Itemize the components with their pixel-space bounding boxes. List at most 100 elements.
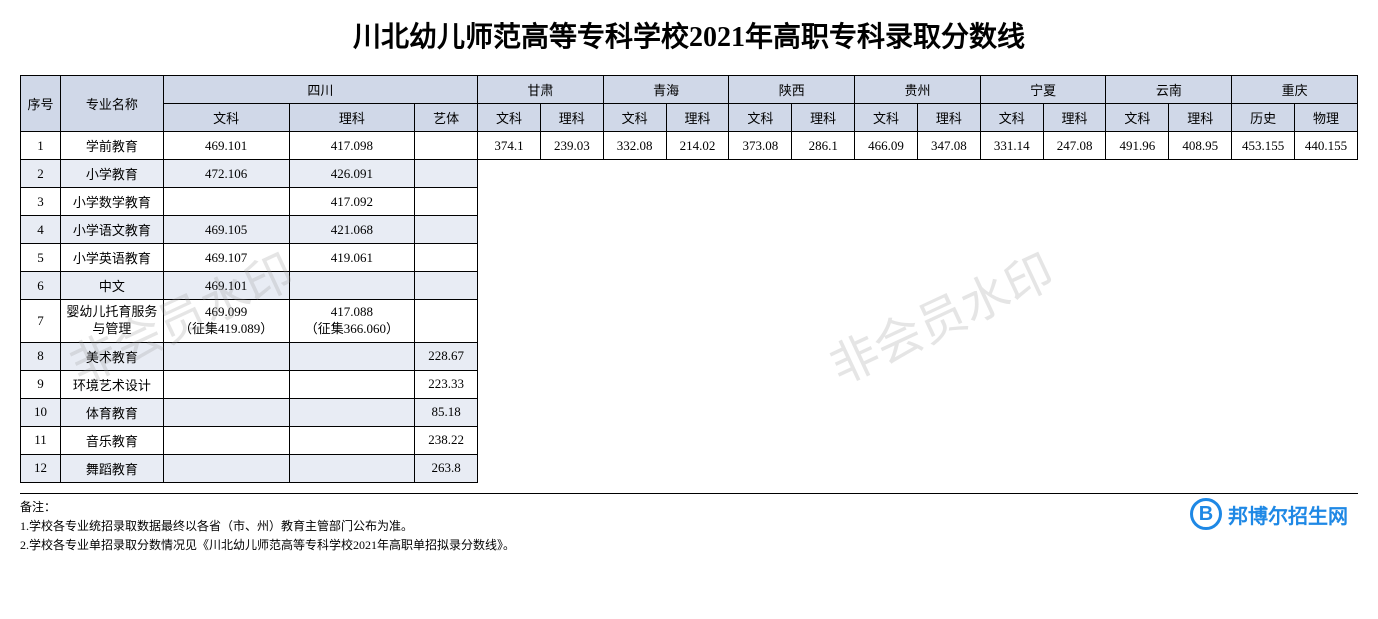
cell-value xyxy=(415,300,478,343)
subheader-cq-wuli: 物理 xyxy=(1295,104,1358,132)
cell-value: 374.1 xyxy=(478,132,541,160)
header-major: 专业名称 xyxy=(60,76,163,132)
cell-value: 440.155 xyxy=(1295,132,1358,160)
cell-value xyxy=(415,160,478,188)
cell-value: 417.088（征集366.060） xyxy=(289,300,415,343)
cell-value xyxy=(415,132,478,160)
cell-value xyxy=(289,342,415,370)
cell-value: 286.1 xyxy=(792,132,855,160)
header-ningxia: 宁夏 xyxy=(980,76,1106,104)
cell-major: 婴幼儿托育服务与管理 xyxy=(60,300,163,343)
cell-major: 中文 xyxy=(60,272,163,300)
subheader-qh-like: 理科 xyxy=(666,104,729,132)
cell-value: 469.105 xyxy=(163,216,289,244)
cell-value xyxy=(163,370,289,398)
cell-major: 学前教育 xyxy=(60,132,163,160)
cell-value xyxy=(415,188,478,216)
cell-seq: 11 xyxy=(21,426,61,454)
cell-major: 小学教育 xyxy=(60,160,163,188)
cell-value: 228.67 xyxy=(415,342,478,370)
cell-value: 426.091 xyxy=(289,160,415,188)
cell-value: 214.02 xyxy=(666,132,729,160)
notes-section: 备注： 1.学校各专业统招录取数据最终以各省（市、州）教育主管部门公布为准。 2… xyxy=(20,493,1358,556)
cell-value: 469.099（征集419.089） xyxy=(163,300,289,343)
cell-major: 小学数学教育 xyxy=(60,188,163,216)
subheader-sc-wenke: 文科 xyxy=(163,104,289,132)
subheader-nx-wenke: 文科 xyxy=(980,104,1043,132)
cell-value: 472.106 xyxy=(163,160,289,188)
subheader-gz-wenke: 文科 xyxy=(855,104,918,132)
cell-value xyxy=(415,244,478,272)
header-qinghai: 青海 xyxy=(603,76,729,104)
cell-value: 491.96 xyxy=(1106,132,1169,160)
cell-value xyxy=(289,398,415,426)
cell-value: 469.107 xyxy=(163,244,289,272)
table-row: 2 小学教育 472.106 426.091 xyxy=(21,160,1358,188)
cell-value: 247.08 xyxy=(1043,132,1106,160)
cell-value xyxy=(163,398,289,426)
subheader-sx-like: 理科 xyxy=(792,104,855,132)
cell-seq: 7 xyxy=(21,300,61,343)
header-shaanxi: 陕西 xyxy=(729,76,855,104)
cell-major: 小学语文教育 xyxy=(60,216,163,244)
cell-value: 238.22 xyxy=(415,426,478,454)
cell-value xyxy=(289,426,415,454)
cell-major: 小学英语教育 xyxy=(60,244,163,272)
cell-major: 环境艺术设计 xyxy=(60,370,163,398)
subheader-cq-lishi: 历史 xyxy=(1232,104,1295,132)
subheader-sx-wenke: 文科 xyxy=(729,104,792,132)
cell-value: 421.068 xyxy=(289,216,415,244)
table-row: 11 音乐教育 238.22 xyxy=(21,426,1358,454)
table-row: 5 小学英语教育 469.107 419.061 xyxy=(21,244,1358,272)
cell-value: 223.33 xyxy=(415,370,478,398)
table-row: 4 小学语文教育 469.105 421.068 xyxy=(21,216,1358,244)
header-chongqing: 重庆 xyxy=(1232,76,1358,104)
cell-value: 469.101 xyxy=(163,272,289,300)
table-row: 8 美术教育 228.67 xyxy=(21,342,1358,370)
cell-value: 239.03 xyxy=(540,132,603,160)
logo-text: 邦博尔招生网 xyxy=(1228,500,1348,529)
header-seq: 序号 xyxy=(21,76,61,132)
subheader-yn-wenke: 文科 xyxy=(1106,104,1169,132)
cell-seq: 3 xyxy=(21,188,61,216)
cell-value: 347.08 xyxy=(917,132,980,160)
table-row: 9 环境艺术设计 223.33 xyxy=(21,370,1358,398)
logo-icon: B xyxy=(1190,498,1222,530)
header-sichuan: 四川 xyxy=(163,76,477,104)
notes-label: 备注： xyxy=(20,498,1358,517)
cell-value: 332.08 xyxy=(603,132,666,160)
cell-value: 417.092 xyxy=(289,188,415,216)
table-row: 12 舞蹈教育 263.8 xyxy=(21,454,1358,482)
cell-seq: 1 xyxy=(21,132,61,160)
cell-seq: 2 xyxy=(21,160,61,188)
cell-value xyxy=(163,426,289,454)
cell-value xyxy=(289,272,415,300)
cell-seq: 10 xyxy=(21,398,61,426)
cell-value: 417.098 xyxy=(289,132,415,160)
subheader-nx-like: 理科 xyxy=(1043,104,1106,132)
cell-value xyxy=(289,454,415,482)
cell-value xyxy=(163,188,289,216)
subheader-sc-yiti: 艺体 xyxy=(415,104,478,132)
subheader-gs-wenke: 文科 xyxy=(478,104,541,132)
cell-value: 453.155 xyxy=(1232,132,1295,160)
cell-value xyxy=(415,216,478,244)
table-row: 6 中文 469.101 xyxy=(21,272,1358,300)
cell-seq: 12 xyxy=(21,454,61,482)
cell-value xyxy=(415,272,478,300)
table-row: 10 体育教育 85.18 xyxy=(21,398,1358,426)
cell-value: 85.18 xyxy=(415,398,478,426)
cell-major: 美术教育 xyxy=(60,342,163,370)
subheader-qh-wenke: 文科 xyxy=(603,104,666,132)
table-row: 7 婴幼儿托育服务与管理 469.099（征集419.089） 417.088（… xyxy=(21,300,1358,343)
cell-seq: 5 xyxy=(21,244,61,272)
header-yunnan: 云南 xyxy=(1106,76,1232,104)
table-row: 3 小学数学教育 417.092 xyxy=(21,188,1358,216)
cell-seq: 8 xyxy=(21,342,61,370)
score-table: 序号 专业名称 四川 甘肃 青海 陕西 贵州 宁夏 云南 重庆 文科 理科 艺体… xyxy=(20,75,1358,483)
subheader-gs-like: 理科 xyxy=(540,104,603,132)
table-row: 1 学前教育 469.101 417.098 374.1 239.03 332.… xyxy=(21,132,1358,160)
header-guizhou: 贵州 xyxy=(855,76,981,104)
cell-value xyxy=(163,342,289,370)
subheader-sc-like: 理科 xyxy=(289,104,415,132)
